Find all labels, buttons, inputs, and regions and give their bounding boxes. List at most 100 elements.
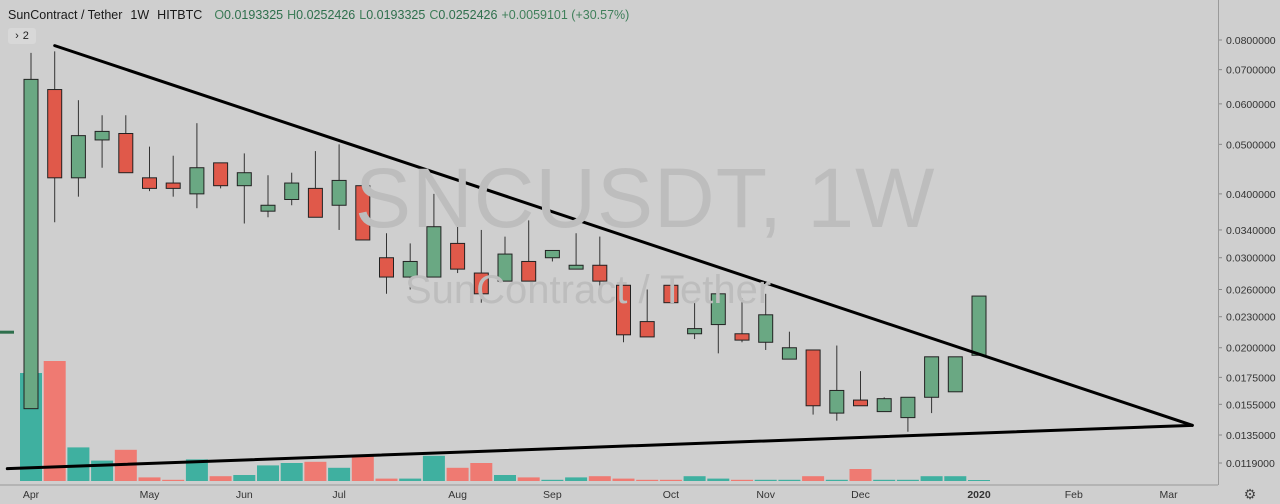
volume-bar xyxy=(43,361,66,481)
volume-bar xyxy=(138,477,161,481)
candle-body xyxy=(639,321,655,338)
volume-bar xyxy=(707,478,730,481)
volume-bar xyxy=(422,455,445,481)
volume-bar xyxy=(328,467,351,481)
candle-body xyxy=(23,78,39,410)
candle-body xyxy=(473,272,489,295)
volume-bar xyxy=(67,447,90,481)
volume-bar xyxy=(778,479,801,481)
price-tick-label: 0.0230000 xyxy=(1226,312,1276,324)
volume-bar xyxy=(280,463,303,481)
candle-body xyxy=(521,260,537,282)
indicator-count: 2 xyxy=(22,30,29,42)
candle-body xyxy=(663,284,679,304)
price-tick-label: 0.0260000 xyxy=(1226,285,1276,297)
volume-bar xyxy=(185,459,208,481)
candle-body xyxy=(876,398,892,413)
volume-bar xyxy=(351,455,374,481)
candle-body xyxy=(236,172,252,187)
volume-bar xyxy=(636,479,659,481)
price-tick-label: 0.0300000 xyxy=(1226,253,1276,265)
volume-bar xyxy=(849,469,872,481)
volume-bar xyxy=(968,480,990,481)
candle-body xyxy=(379,257,394,278)
volume-bar xyxy=(802,476,825,481)
indicators-collapse-button[interactable]: › 2 xyxy=(8,28,36,44)
volume-bar xyxy=(162,479,185,481)
price-tick-label: 0.0175000 xyxy=(1226,372,1276,384)
candle-body xyxy=(94,130,110,141)
price-tick-label: 0.0800000 xyxy=(1226,35,1276,47)
exchange-label: HITBTC xyxy=(157,8,203,22)
ohlc-change: +0.0059101 (+30.57%) xyxy=(501,8,630,22)
candle-body xyxy=(758,314,774,343)
candle-body xyxy=(568,264,584,270)
gear-icon[interactable]: ⚙ xyxy=(1243,486,1257,502)
time-tick-label: Feb xyxy=(1065,489,1083,501)
volume-bar xyxy=(494,475,516,481)
candle-body xyxy=(165,182,181,189)
candle-body xyxy=(497,253,513,282)
candle-body xyxy=(710,293,726,326)
volume-bar xyxy=(896,479,919,481)
volume-bar xyxy=(304,461,327,481)
candle-body xyxy=(70,135,86,179)
candle-body xyxy=(331,179,347,206)
price-tick-label: 0.0340000 xyxy=(1226,225,1276,237)
volume-bar xyxy=(257,465,279,481)
volume-bar xyxy=(517,477,540,481)
volume-bar xyxy=(612,478,635,481)
price-tick-label: 0.0700000 xyxy=(1226,65,1276,77)
time-tick-label: 2020 xyxy=(967,489,991,501)
candle-body xyxy=(307,187,323,218)
candle-body xyxy=(189,167,205,195)
volume-bar xyxy=(944,476,967,481)
volume-bar xyxy=(399,478,422,481)
volume-bar xyxy=(731,479,753,481)
ohlc-open: O0.0193325 xyxy=(214,8,284,22)
volume-bar xyxy=(683,476,706,481)
price-tick-label: 0.0400000 xyxy=(1226,189,1276,201)
candle-body xyxy=(805,349,821,407)
symbol-name[interactable]: SunContract / Tether xyxy=(8,8,123,22)
volume-bar xyxy=(446,467,469,481)
candle-body xyxy=(118,133,134,174)
volume-bar xyxy=(565,477,588,481)
candle-body xyxy=(450,242,466,270)
interval-label[interactable]: 1W xyxy=(130,8,150,22)
volume-bar xyxy=(541,479,564,481)
candle-body xyxy=(402,260,418,278)
ohlc-low: L0.0193325 xyxy=(359,8,426,22)
chevron-right-icon: › xyxy=(15,30,19,42)
candle-body xyxy=(687,328,703,335)
volume-bar xyxy=(659,479,682,481)
volume-bar xyxy=(825,479,848,481)
volume-bar xyxy=(209,476,232,481)
time-tick-label: Dec xyxy=(851,489,870,501)
candle-body xyxy=(142,177,157,189)
price-tick-label: 0.0135000 xyxy=(1226,430,1276,442)
volume-bar xyxy=(375,478,398,481)
candle-body xyxy=(426,226,442,278)
candle-body xyxy=(616,284,631,336)
time-tick-label: Aug xyxy=(448,489,467,501)
descending-resistance-trendline xyxy=(53,44,1194,427)
time-tick-label: Nov xyxy=(756,489,775,501)
price-tick-label: 0.0200000 xyxy=(1226,343,1276,355)
candle-body xyxy=(260,204,276,212)
candle-body xyxy=(900,396,916,419)
candle-body xyxy=(213,162,229,187)
time-tick-label: May xyxy=(140,489,161,501)
candle-body xyxy=(781,347,797,360)
price-tick-label: 0.0119000 xyxy=(1226,458,1275,470)
chart-legend-header: SunContract / Tether 1W HITBTC O0.019332… xyxy=(8,8,629,22)
candle-body xyxy=(971,295,987,356)
time-tick-label: Apr xyxy=(23,489,40,501)
candle-body xyxy=(544,249,560,259)
candle-body xyxy=(355,185,371,241)
ascending-support-trendline xyxy=(5,423,1194,471)
candle-body xyxy=(924,356,940,398)
candle-body xyxy=(284,182,300,200)
